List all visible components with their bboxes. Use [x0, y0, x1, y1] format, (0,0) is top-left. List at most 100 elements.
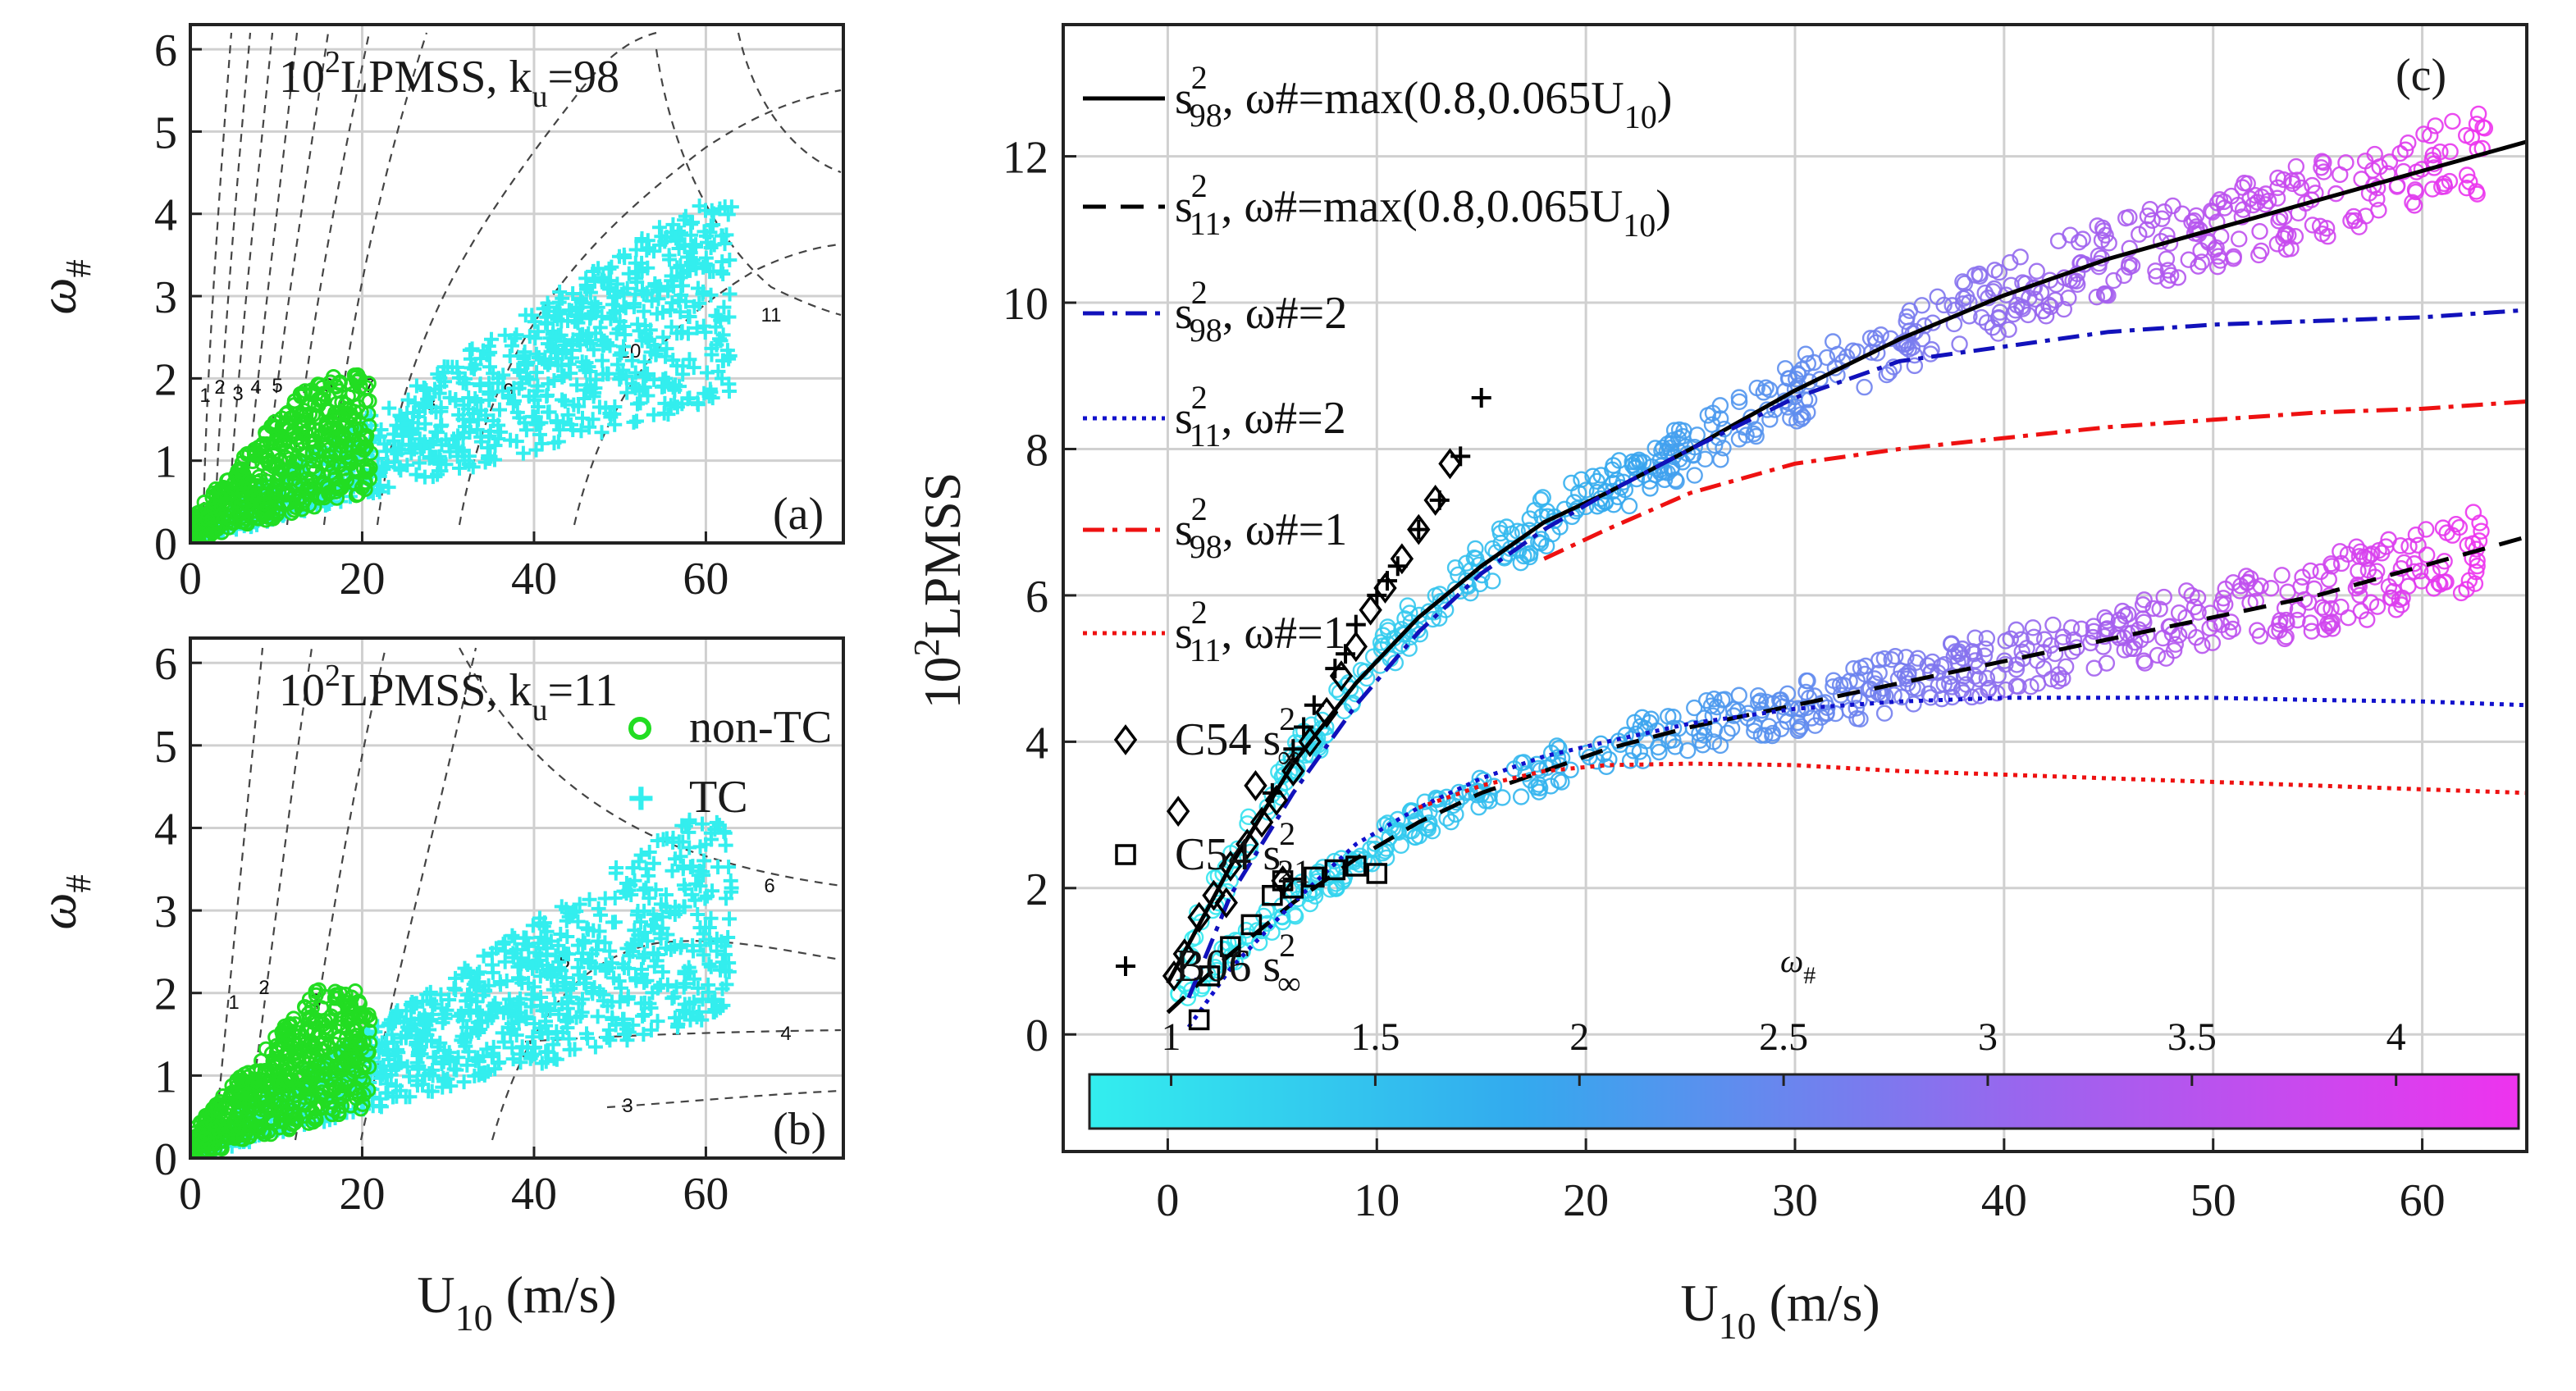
tc-point — [521, 389, 537, 404]
tc-point — [678, 208, 693, 224]
x-tick-label: 20 — [1563, 1175, 1609, 1226]
tc-point — [578, 355, 594, 371]
cloud-point-s98 — [1787, 370, 1805, 388]
non-tc-point — [233, 482, 249, 499]
cloud-point-s11 — [2350, 577, 2368, 595]
cloud-point-s98 — [2225, 250, 2242, 267]
contour-line — [459, 647, 842, 887]
non-tc-point — [282, 1065, 299, 1082]
tc-point — [450, 359, 465, 375]
non-tc-point — [263, 1126, 279, 1142]
legend-marker-diamond — [1113, 724, 1138, 755]
tc-point — [692, 839, 708, 855]
non-tc-point — [294, 501, 310, 518]
cloud-point-s11 — [2349, 576, 2367, 594]
panel-c-markers — [1162, 388, 1491, 1031]
cloud-point-s11 — [1408, 814, 1425, 831]
tc-point — [610, 276, 625, 292]
tc-point — [586, 342, 601, 358]
cloud-point-s11 — [1379, 814, 1396, 832]
cloud-point-s11 — [2155, 588, 2172, 606]
tc-point — [638, 861, 654, 877]
tc-point — [586, 389, 601, 404]
non-tc-point — [350, 372, 367, 388]
cloud-point-s11 — [2460, 572, 2478, 589]
contour-line — [213, 647, 264, 1141]
tc-point — [677, 997, 692, 1012]
cloud-point-s11 — [1779, 713, 1796, 731]
panel-b-title: 102LPMSS, ku=11 — [279, 659, 618, 727]
tc-point — [644, 293, 660, 308]
tc-point — [655, 330, 671, 345]
tc-point — [481, 428, 496, 444]
cloud-point-s11 — [1670, 719, 1688, 737]
tc-point — [601, 1022, 617, 1038]
cloud-point-s11 — [1704, 707, 1722, 724]
legend-non-tc-marker — [628, 717, 651, 740]
series-line-4 — [1543, 399, 2527, 561]
tc-point — [646, 959, 662, 974]
tc-point — [418, 416, 433, 431]
tc-point — [637, 974, 652, 990]
c54-inf-point — [1264, 784, 1289, 816]
c54-inf-point — [1373, 572, 1397, 604]
cloud-point-s98 — [2404, 194, 2421, 212]
cloud-point-s98 — [2115, 267, 2133, 285]
cloud-point-s98 — [1399, 597, 1417, 614]
cloud-point-s11 — [1752, 727, 1770, 744]
tc-point — [675, 358, 691, 374]
tc-point — [476, 948, 491, 964]
x-tick-label: 10 — [1354, 1175, 1400, 1226]
cloud-point-s98 — [2415, 125, 2432, 143]
tc-point — [690, 280, 706, 296]
tc-point — [549, 413, 564, 429]
series-line-2 — [1186, 308, 2527, 999]
cloud-point-s98 — [2313, 225, 2331, 243]
tc-point — [380, 1046, 395, 1061]
y-tick-label: 6 — [154, 25, 177, 76]
tc-point — [463, 351, 478, 367]
cloud-point-s98 — [1450, 566, 1467, 583]
cloud-point-s98 — [1604, 482, 1622, 500]
non-tc-point — [272, 1113, 289, 1129]
cloud-point-s11 — [2022, 678, 2039, 696]
non-tc-point — [331, 1015, 347, 1032]
non-tc-point — [327, 1046, 343, 1062]
cloud-point-s11 — [2046, 645, 2064, 663]
panel-a-frame — [189, 23, 845, 545]
cloud-point-s98 — [2458, 180, 2475, 197]
cloud-point-s98 — [1989, 325, 2007, 342]
cloud-point-s98 — [1520, 522, 1538, 539]
tc-point — [421, 1083, 436, 1099]
tc-point — [599, 1029, 614, 1045]
non-tc-point — [271, 426, 287, 443]
tc-point — [500, 1003, 516, 1019]
tc-point — [646, 855, 661, 871]
tc-point — [482, 359, 498, 375]
contour-label: 2 — [214, 376, 225, 399]
cloud-point-s98 — [1372, 634, 1390, 651]
non-tc-point — [308, 1013, 324, 1029]
cloud-point-s11 — [2377, 538, 2395, 555]
tc-point — [636, 303, 651, 319]
series-line-1 — [1166, 535, 2527, 1015]
cloud-point-s11 — [1666, 738, 1684, 755]
non-tc-point — [234, 467, 250, 484]
tc-point — [502, 349, 518, 364]
tc-point — [646, 919, 662, 934]
cloud-point-s98 — [2469, 105, 2487, 123]
cloud-point-s98 — [1573, 471, 1590, 488]
tc-point — [392, 408, 408, 423]
tc-point — [570, 937, 586, 953]
non-tc-point — [321, 441, 337, 458]
cloud-point-s11 — [2302, 562, 2319, 580]
tc-point — [506, 381, 522, 396]
tc-point — [648, 882, 664, 897]
tc-point — [658, 349, 674, 364]
tc-point — [525, 408, 541, 424]
cloud-point-s11 — [2316, 621, 2333, 638]
cloud-point-s11 — [1551, 740, 1568, 757]
cloud-point-s11 — [2289, 611, 2306, 629]
tc-point — [581, 326, 596, 341]
tc-point — [695, 816, 710, 832]
